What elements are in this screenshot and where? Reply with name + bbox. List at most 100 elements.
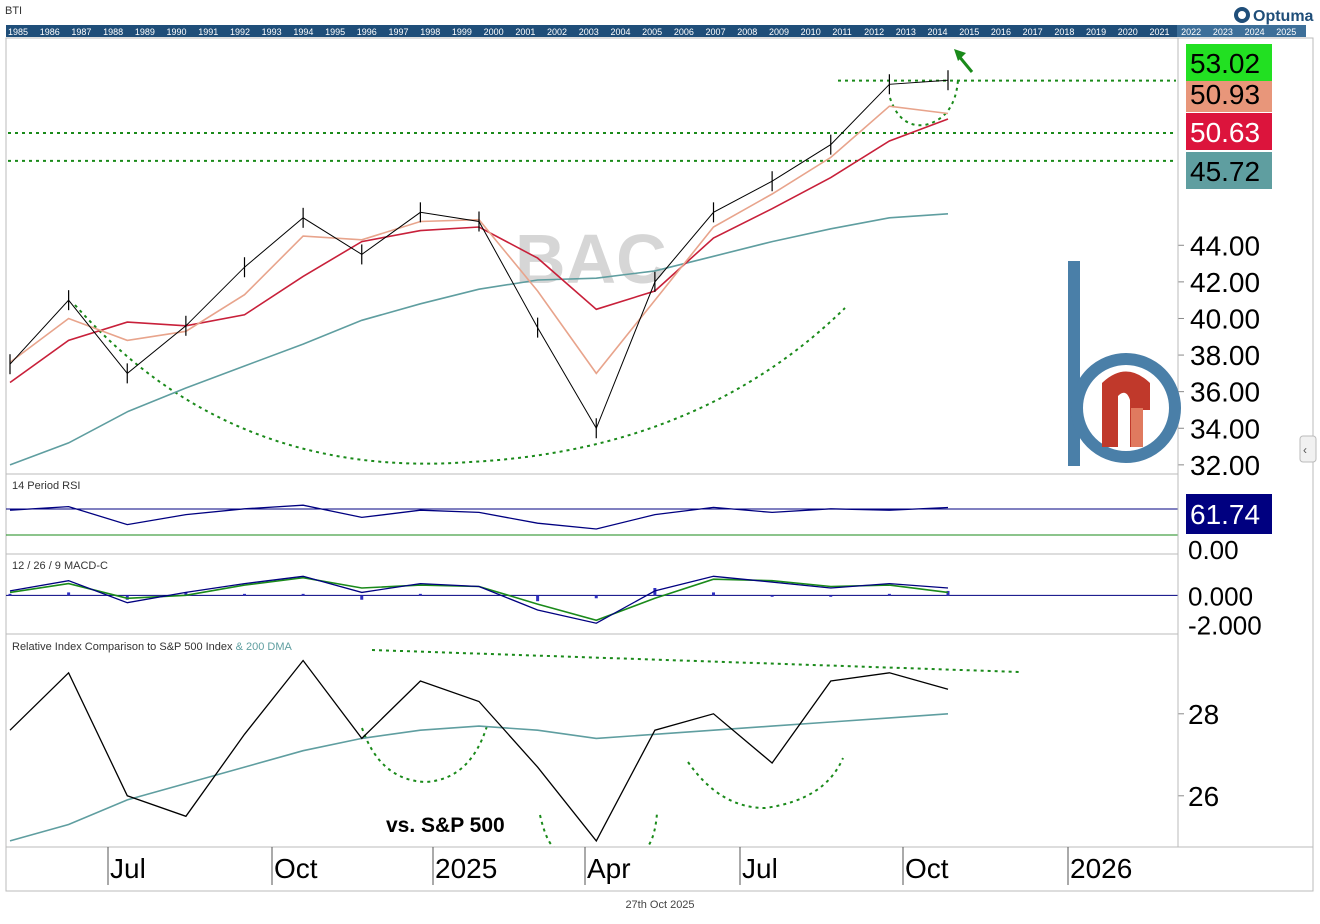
relative-title: Relative Index Comparison to S&P 500 Ind… — [12, 641, 293, 653]
rsi-partial-tick: 0.00 — [1188, 535, 1239, 565]
timeline-year: 2001 — [515, 27, 535, 37]
y-tick-label: 32.00 — [1190, 450, 1260, 481]
value-label-ma_200: 45.72 — [1190, 156, 1260, 187]
rsi-value-tag — [1186, 494, 1272, 534]
x-axis: Jul Oct 2025 Apr Jul Oct 2026 — [5, 846, 1314, 892]
x-tick-label: Jul — [110, 853, 146, 884]
timeline-year: 2017 — [1023, 27, 1043, 37]
timeline-year: 2004 — [610, 27, 630, 37]
y-tick-label: 34.00 — [1190, 413, 1260, 444]
macd-y-tick-label: 0.000 — [1188, 581, 1253, 611]
relative-title-main: Relative Index Comparison to S&P 500 Ind… — [12, 641, 233, 653]
relative-trendline — [371, 649, 1021, 673]
relative-arc — [687, 757, 844, 810]
timeline-year: 2012 — [864, 27, 884, 37]
logo-mark — [1068, 261, 1181, 466]
relative-content: 26 28 — [9, 649, 1219, 851]
price-panel: BAC 32.0034.0036.0038.0040.0042.0044.00 … — [5, 37, 1272, 481]
value-label-last: 53.02 — [1190, 48, 1260, 79]
logo-red-accent — [1131, 408, 1143, 447]
timeline-year: 2003 — [579, 27, 599, 37]
price-value-labels: 50.93 50.63 45.72 53.02 — [1186, 44, 1272, 189]
logo-bowl — [1071, 353, 1181, 463]
rsi-value-label: 61.74 — [1190, 499, 1260, 530]
brand-name: Optuma — [1253, 8, 1314, 25]
timeline-year: 1988 — [103, 27, 123, 37]
price-series-line — [9, 213, 949, 466]
timeline-year: 2022 — [1181, 27, 1201, 37]
timeline-year: 2011 — [832, 27, 851, 37]
macd-content: 0.000-2.000 — [6, 575, 1262, 641]
value-label-ema_short: 50.93 — [1190, 79, 1260, 110]
relative-annotation: vs. S&P 500 — [386, 814, 505, 837]
timeline-year: 2010 — [801, 27, 821, 37]
timeline-year: 2000 — [484, 27, 504, 37]
timeline-year: 1992 — [230, 27, 250, 37]
timeline-year: 2006 — [674, 27, 694, 37]
relative-line — [9, 659, 949, 843]
timeline-year: 2019 — [1086, 27, 1106, 37]
macd-y-tick-label: -2.000 — [1188, 611, 1262, 641]
macd-line — [9, 575, 949, 624]
relative-title-suffix: & 200 DMA — [236, 641, 293, 653]
relative-dma-line — [9, 713, 949, 842]
timeline-year: 1995 — [325, 27, 345, 37]
relative-arc — [361, 725, 488, 784]
timeline-year: 1987 — [71, 27, 91, 37]
rsi-title: 14 Period RSI — [12, 480, 80, 492]
timeline-year: 1999 — [452, 27, 472, 37]
logo-stem — [1068, 261, 1080, 466]
chevron-left-icon: ‹ — [1303, 443, 1307, 457]
timeline-year: 2025 — [1276, 27, 1296, 37]
timeline-year: 1986 — [40, 27, 60, 37]
timeline-year: 2014 — [928, 27, 948, 37]
timeline-years: 1985 1986 1987 1988 1989 1990 1991 1992 1993 1994… — [8, 27, 1296, 37]
watermark: BAC — [515, 220, 667, 298]
x-tick-label: Apr — [587, 853, 631, 884]
timeline-year: 2020 — [1118, 27, 1138, 37]
collapse-arrow-button[interactable]: ‹ — [1299, 435, 1317, 463]
x-tick-label: Oct — [274, 853, 318, 884]
timeline-year: 2018 — [1054, 27, 1074, 37]
brand-logo: Optuma — [1234, 7, 1314, 25]
x-tick-label: 2025 — [435, 853, 497, 884]
timeline-year: 1996 — [357, 27, 377, 37]
symbol-label: BTI — [5, 5, 22, 17]
arrow-head-icon — [954, 49, 966, 61]
timeline-year: 2015 — [959, 27, 979, 37]
timeline-year: 1991 — [198, 27, 218, 37]
rsi-line — [9, 504, 949, 530]
value-tag-ema_short — [1186, 75, 1272, 112]
timeline-year: 2009 — [769, 27, 789, 37]
timeline-year: 2005 — [642, 27, 662, 37]
relative-panel: Relative Index Comparison to S&P 500 Ind… — [5, 633, 1219, 851]
value-tag-last — [1186, 44, 1272, 81]
value-tag-ma_200 — [1186, 152, 1272, 189]
footer-date: 27th Oct 2025 — [625, 899, 694, 911]
timeline-year: 2016 — [991, 27, 1011, 37]
timeline-year: 1985 — [8, 27, 28, 37]
value-tag-ma_50 — [1186, 113, 1272, 150]
timeline-year: 2013 — [896, 27, 916, 37]
y-tick-label: 44.00 — [1190, 230, 1260, 261]
rsi-panel: 14 Period RSI 61.74 0.00 — [5, 473, 1272, 565]
price-guides — [8, 49, 1176, 465]
timeline-year: 1994 — [293, 27, 313, 37]
relative-y-tick-label: 26 — [1188, 781, 1219, 812]
x-tick-label: 2026 — [1070, 853, 1132, 884]
y-tick-label: 36.00 — [1190, 377, 1260, 408]
timeline-year: 2002 — [547, 27, 567, 37]
base-arc — [74, 304, 846, 465]
timeline-year: 2024 — [1245, 27, 1265, 37]
timeline-bar[interactable] — [6, 25, 1306, 37]
macd-panel: 12 / 26 / 9 MACD-C 0.000-2.000 — [5, 553, 1262, 641]
y-tick-label: 42.00 — [1190, 267, 1260, 298]
timeline-year: 1997 — [388, 27, 408, 37]
timeline-year: 1998 — [420, 27, 440, 37]
y-tick-label: 40.00 — [1190, 303, 1260, 334]
macd-title: 12 / 26 / 9 MACD-C — [12, 560, 108, 572]
timeline-year: 1990 — [167, 27, 187, 37]
timeline-year: 1989 — [135, 27, 155, 37]
x-tick-label: Oct — [905, 853, 949, 884]
